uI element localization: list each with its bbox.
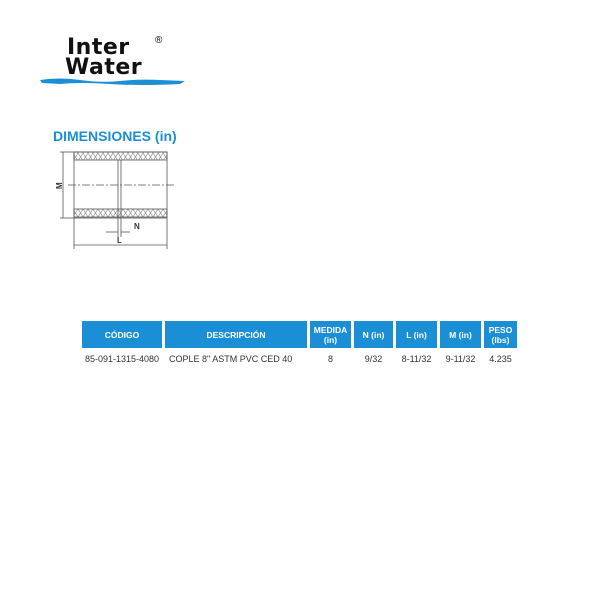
cell-n: 9/32: [364, 354, 383, 364]
cell-descripcion: COPLE 8" ASTM PVC CED 40: [169, 354, 293, 364]
m-label: M: [55, 182, 64, 189]
product-table: CÓDIGO DESCRIPCIÓN MEDIDA (in) N (in) L …: [79, 321, 520, 370]
inter-water-logo: Inter Water ®: [40, 35, 185, 88]
cell-medida: 8: [327, 354, 333, 364]
cell-peso: 4.235: [489, 354, 512, 364]
logo-line2: Water: [65, 55, 143, 80]
header-m: M (in): [440, 321, 481, 348]
cell-codigo: 85-091-1315-4080: [84, 354, 160, 364]
header-medida: MEDIDA (in): [310, 321, 351, 348]
wave-icon: [40, 78, 185, 85]
table-row: 85-091-1315-4080 COPLE 8" ASTM PVC CED 4…: [82, 348, 517, 370]
n-label: N: [134, 222, 140, 231]
registered-mark: ®: [155, 35, 163, 46]
header-descripcion: DESCRIPCIÓN: [165, 321, 307, 348]
header-l: L (in): [396, 321, 437, 348]
header-n: N (in): [354, 321, 393, 348]
cell-l: 8-11/32: [401, 354, 432, 364]
cell-m: 9-11/32: [445, 354, 476, 364]
coupling-diagram: M N L: [55, 151, 176, 249]
header-peso: PESO (lbs): [484, 321, 517, 348]
logo-line1: Inter: [67, 35, 130, 60]
l-label: L: [117, 236, 122, 245]
header-codigo: CÓDIGO: [82, 321, 162, 348]
section-title: DIMENSIONES (in): [53, 128, 177, 144]
